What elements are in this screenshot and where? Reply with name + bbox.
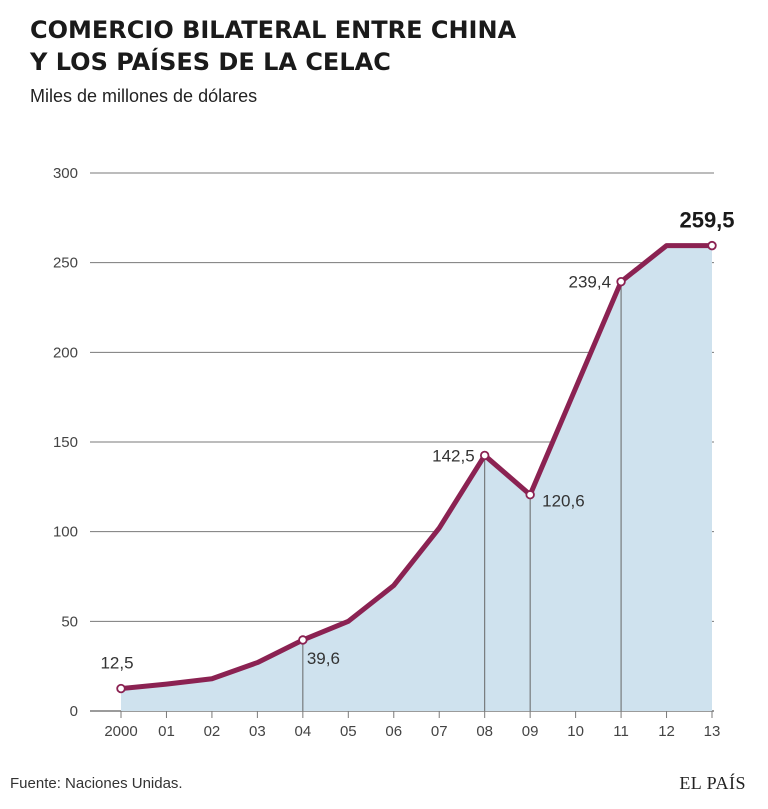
chart-title: COMERCIO BILATERAL ENTRE CHINA Y LOS PAÍ… bbox=[30, 14, 516, 78]
data-label: 239,4 bbox=[569, 273, 612, 292]
data-point-marker bbox=[707, 240, 717, 251]
x-tick-label: 10 bbox=[567, 723, 584, 740]
x-tick-label: 03 bbox=[249, 723, 266, 740]
data-point-marker bbox=[479, 450, 490, 461]
x-tick-label: 13 bbox=[704, 723, 721, 740]
publisher-logo: EL PAÍS bbox=[679, 773, 746, 793]
x-tick-label: 01 bbox=[158, 723, 175, 740]
y-tick-label: 100 bbox=[53, 524, 78, 541]
data-label: 142,5 bbox=[432, 446, 475, 465]
data-label: 39,6 bbox=[307, 649, 340, 668]
x-tick-label: 11 bbox=[613, 723, 629, 740]
x-tick-label: 05 bbox=[340, 723, 357, 740]
y-tick-label: 200 bbox=[53, 344, 78, 361]
data-point-marker bbox=[525, 490, 535, 500]
x-tick-label: 06 bbox=[385, 723, 402, 740]
y-tick-label: 300 bbox=[53, 165, 78, 182]
chart-title-line-2: Y LOS PAÍSES DE LA CELAC bbox=[30, 48, 391, 76]
y-tick-label: 150 bbox=[53, 434, 78, 451]
data-point-marker bbox=[298, 635, 308, 645]
y-tick-label: 0 bbox=[70, 703, 78, 720]
data-point-marker bbox=[616, 276, 626, 287]
chart-subtitle: Miles de millones de dólares bbox=[30, 86, 258, 106]
x-tick-label: 07 bbox=[431, 723, 448, 740]
x-tick-label: 04 bbox=[295, 723, 312, 740]
x-tick-label: 08 bbox=[476, 723, 493, 740]
series-line bbox=[118, 243, 715, 692]
x-tick-label: 02 bbox=[204, 723, 221, 740]
x-tick-label: 12 bbox=[658, 723, 675, 740]
x-tick-label: 2000 bbox=[104, 723, 137, 740]
y-tick-label: 50 bbox=[61, 613, 78, 630]
area-fill bbox=[121, 245, 712, 711]
data-point-marker bbox=[116, 683, 126, 694]
chart-title-line-1: COMERCIO BILATERAL ENTRE CHINA bbox=[30, 16, 517, 44]
data-label: 12,5 bbox=[100, 654, 133, 673]
x-tick-label: 09 bbox=[522, 723, 539, 740]
data-label: 120,6 bbox=[542, 492, 585, 511]
source-note: Fuente: Naciones Unidas. bbox=[10, 775, 183, 792]
y-tick-label: 250 bbox=[53, 255, 78, 272]
data-label: 259,5 bbox=[679, 208, 734, 233]
